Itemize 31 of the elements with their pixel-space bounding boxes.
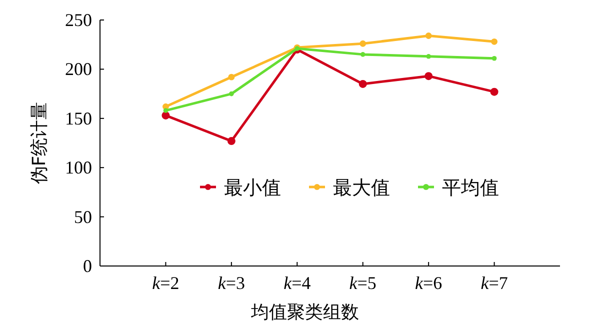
legend-label: 最小值 — [224, 177, 281, 199]
y-tick-label: 200 — [65, 59, 92, 80]
point — [424, 72, 433, 80]
point — [426, 54, 431, 59]
x-axis-title: 均值聚类组数 — [250, 302, 359, 323]
point — [490, 88, 498, 96]
point — [229, 91, 234, 96]
point — [360, 40, 366, 47]
x-tick-label: k=3 — [218, 273, 246, 293]
x-tick-label: k=7 — [480, 273, 508, 293]
y-axis-title: 伪F统计量 — [29, 102, 50, 184]
x-tick-label: k=4 — [284, 273, 311, 293]
point — [358, 80, 367, 88]
point — [425, 32, 432, 39]
y-tick-label: 150 — [65, 108, 92, 128]
x-tick-label: k=2 — [152, 273, 180, 293]
y-tick-label: 0 — [83, 256, 92, 276]
point — [162, 111, 170, 120]
point — [227, 137, 236, 146]
y-tick-label: 100 — [65, 158, 92, 178]
point — [492, 56, 497, 61]
point — [491, 38, 498, 45]
y-tick-label: 50 — [74, 206, 92, 227]
legend-label: 最大值 — [333, 177, 390, 199]
x-tick-label: k=6 — [414, 273, 442, 293]
point — [228, 74, 235, 80]
x-tick-label: k=5 — [349, 273, 376, 293]
point — [163, 108, 168, 113]
y-tick-label: 250 — [65, 10, 92, 30]
legend-label: 平均值 — [442, 177, 499, 199]
point — [360, 52, 366, 57]
